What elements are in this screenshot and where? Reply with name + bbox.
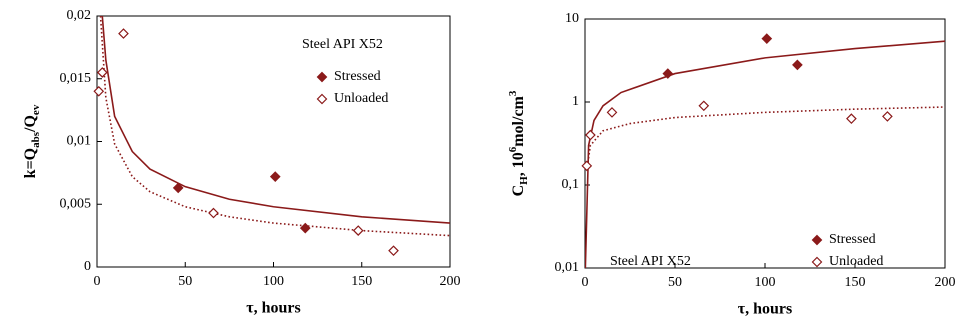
legend-label: Unloaded xyxy=(334,91,388,106)
data-point xyxy=(96,67,108,78)
y-axis-label-part: abs xyxy=(30,131,42,148)
legend-label: Unloaded xyxy=(829,254,883,269)
y-tick-label: 0,02 xyxy=(67,8,92,23)
data-point xyxy=(792,59,803,71)
y-axis-label-part: /Q xyxy=(22,115,39,133)
x-tick-label: 0 xyxy=(94,274,101,289)
plot xyxy=(99,16,450,237)
data-point xyxy=(761,33,773,44)
legend-marker xyxy=(811,234,823,246)
y-tick-label: 1 xyxy=(572,94,579,109)
x-tick-label: 100 xyxy=(755,275,776,290)
annotation: Steel API X52 xyxy=(302,37,383,52)
fit-curve xyxy=(585,40,945,268)
data-point xyxy=(208,207,219,219)
data-point xyxy=(269,171,281,182)
x-tick-label: 0 xyxy=(582,275,589,290)
data-point xyxy=(299,222,311,234)
data-point xyxy=(388,245,399,257)
x-tick-label: 100 xyxy=(263,274,284,289)
x-tick-label: 150 xyxy=(845,275,866,290)
data-point xyxy=(172,182,184,194)
x-axis-label: τ, hours xyxy=(738,301,793,318)
plot-frame xyxy=(584,18,946,269)
y-tick-label: 0,1 xyxy=(562,177,580,192)
data-point xyxy=(93,85,105,97)
data-point xyxy=(581,160,593,172)
y-tick-label: 0 xyxy=(84,259,91,274)
y-axis-label-part: ev xyxy=(30,104,42,115)
data-point xyxy=(606,107,618,118)
fit-curve xyxy=(101,16,450,224)
y-tick-label: 0,01 xyxy=(67,134,92,149)
fit-curve xyxy=(99,16,450,237)
plot xyxy=(585,40,945,268)
x-axis-label: τ, hours xyxy=(246,300,301,317)
legend-marker xyxy=(316,93,328,105)
x-tick-label: 50 xyxy=(668,275,682,290)
x-tick-label: 200 xyxy=(935,275,956,290)
y-axis-label: k=Qabs/Qev xyxy=(22,104,42,178)
data-point xyxy=(846,113,857,125)
y-tick-label: 0,015 xyxy=(60,71,92,86)
y-tick-label: 10 xyxy=(565,11,579,26)
data-point xyxy=(882,111,893,122)
data-point xyxy=(698,100,710,112)
y-tick-label: 0,005 xyxy=(60,196,92,211)
y-axis-label-part: 3 xyxy=(507,90,519,96)
y-axis-label-part: H xyxy=(518,176,530,185)
y-tick-label: 0,01 xyxy=(555,260,580,275)
y-axis-label-part: , 10 xyxy=(510,152,527,176)
y-axis-label-part: mol/cm xyxy=(510,95,527,146)
x-tick-label: 150 xyxy=(351,274,372,289)
x-tick-label: 50 xyxy=(178,274,192,289)
x-tick-label: 200 xyxy=(440,274,461,289)
annotation: Steel API X52 xyxy=(610,254,691,269)
data-point xyxy=(118,28,129,39)
chart: 0 0,005 0,01 0,015 0,02 0 50 100 150 200 τ, hours k… xyxy=(22,8,461,316)
y-axis-label-part: 6 xyxy=(507,146,519,152)
plot-frame xyxy=(96,15,451,268)
legend-label: Stressed xyxy=(829,232,876,247)
y-axis-label-part: C xyxy=(510,185,527,197)
legend-marker xyxy=(316,71,328,83)
fit-curve xyxy=(586,106,945,171)
data-point xyxy=(585,129,596,141)
y-axis-label: CH, 106mol/cm3 xyxy=(507,90,530,196)
data-point xyxy=(352,225,364,236)
y-axis-label-part: k=Q xyxy=(22,148,39,178)
data-point xyxy=(662,68,674,79)
legend-label: Stressed xyxy=(334,69,381,84)
legend-marker xyxy=(811,256,823,268)
